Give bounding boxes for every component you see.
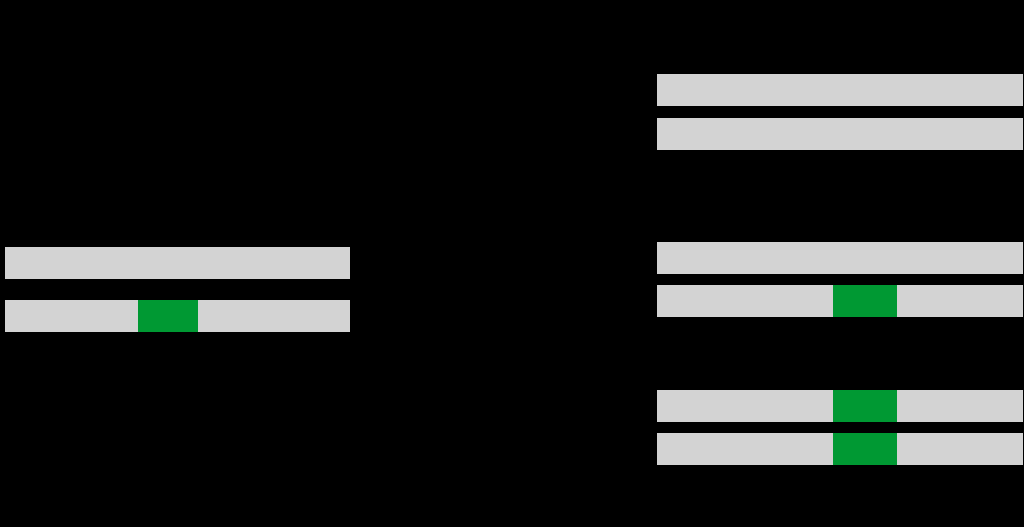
Bar xyxy=(657,74,1023,106)
Bar xyxy=(657,118,1023,150)
Bar xyxy=(5,247,350,279)
Bar xyxy=(138,300,199,332)
Bar xyxy=(897,433,1023,465)
Bar xyxy=(5,300,138,332)
Bar xyxy=(897,285,1023,317)
Bar xyxy=(657,390,833,422)
Bar xyxy=(897,390,1023,422)
Bar xyxy=(657,285,833,317)
Bar xyxy=(833,390,897,422)
Bar xyxy=(199,300,350,332)
Bar xyxy=(833,433,897,465)
Bar xyxy=(657,242,1023,274)
Bar xyxy=(657,433,833,465)
Bar xyxy=(833,285,897,317)
